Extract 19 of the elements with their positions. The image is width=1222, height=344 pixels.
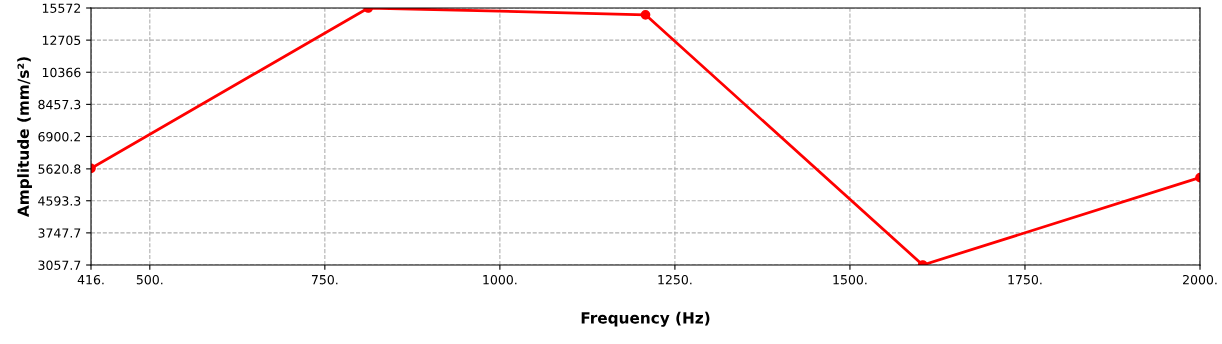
x-tick-label: 416. [77, 274, 104, 285]
x-axis-title: Frequency (Hz) [581, 311, 710, 327]
x-tick-label: 1750. [1008, 274, 1042, 285]
y-tick-label: 12705 [42, 35, 81, 46]
y-tick-label: 6900.2 [38, 131, 81, 142]
y-tick-label: 10366 [42, 67, 81, 78]
x-tick-label: 1250. [658, 274, 692, 285]
y-tick-label: 5620.8 [38, 164, 81, 174]
y-tick-label: 15572 [42, 3, 81, 13]
x-tick-label: 750. [311, 274, 338, 285]
y-tick-label: 3747.7 [38, 228, 81, 238]
x-tick-label: 1500. [833, 274, 867, 285]
y-tick-label: 8457.3 [38, 99, 81, 110]
y-tick-label: 3057.7 [38, 260, 81, 270]
y-axis-title: Amplitude (mm/s²) [17, 57, 32, 217]
x-tick-label: 500. [136, 274, 163, 285]
x-tick-label: 2000. [1183, 274, 1217, 285]
y-tick-label: 4593.3 [38, 196, 81, 206]
x-tick-label: 1000. [483, 274, 517, 285]
